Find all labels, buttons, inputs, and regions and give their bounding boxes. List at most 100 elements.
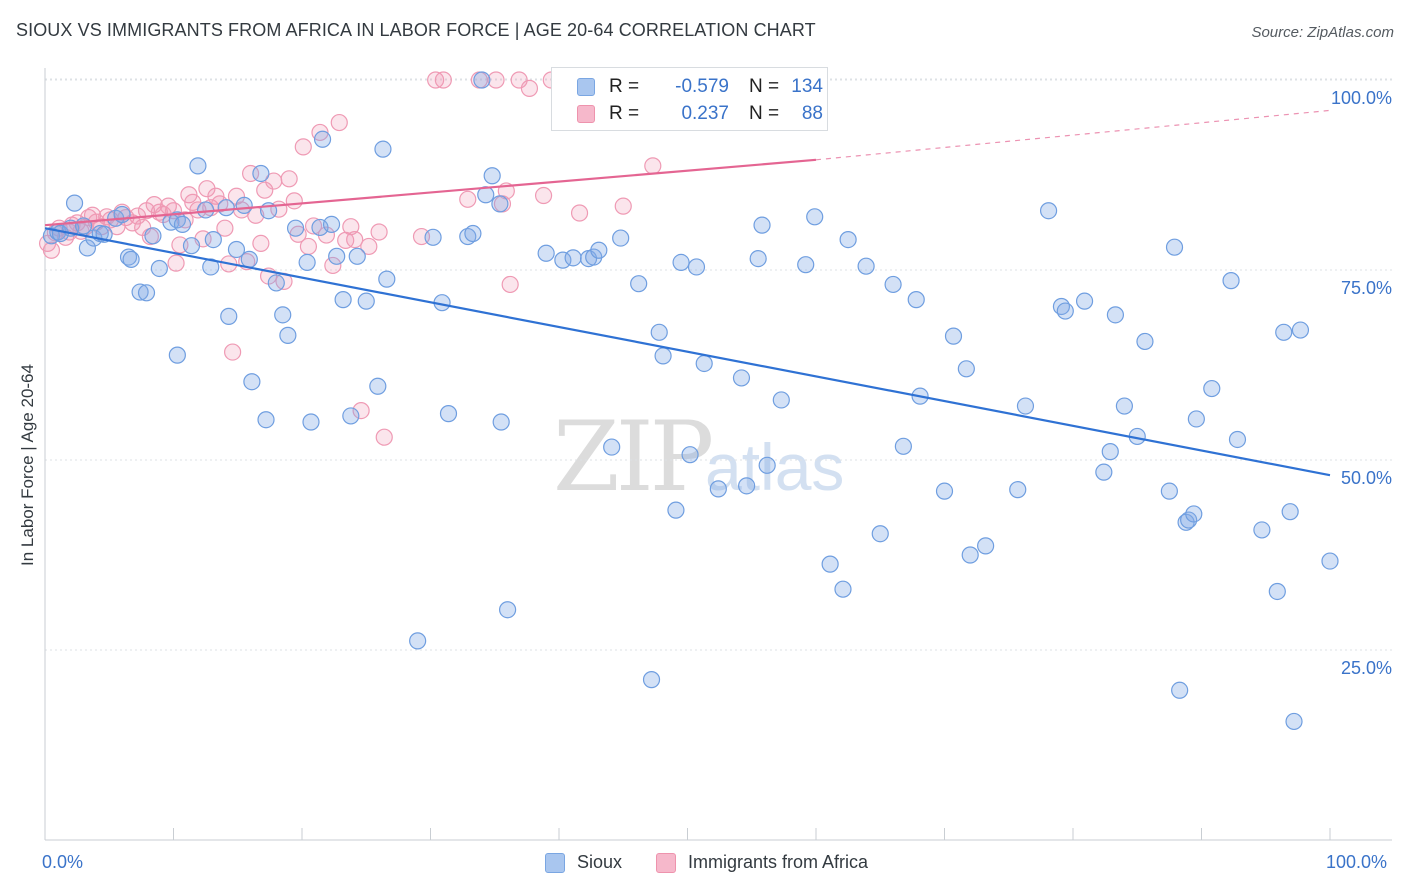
legend-item-sioux[interactable]: Sioux [545,852,622,873]
point-sioux [168,211,186,229]
stats-legend: R = -0.579 N = 134 R = 0.237 N = 88 [551,67,828,131]
sioux-swatch [577,78,595,96]
point-sioux [884,275,902,294]
point-sioux [894,437,912,455]
chart-title: SIOUX VS IMMIGRANTS FROM AFRICA IN LABOR… [16,20,816,40]
africa-swatch [577,105,595,123]
point-sioux [274,306,292,324]
point-africa [459,190,477,208]
point-sioux [168,346,186,364]
point-sioux [240,250,258,268]
point-sioux [217,199,235,217]
point-sioux [1203,379,1221,398]
point-sioux [1136,332,1154,351]
point-sioux [749,250,767,268]
point-sioux [197,201,215,219]
point-sioux [1075,292,1094,310]
point-sioux [464,224,482,243]
point-sioux [1160,482,1178,500]
point-sioux [357,292,375,310]
point-sioux [1115,397,1134,415]
point-sioux [78,239,97,257]
series-legend: Sioux Immigrants from Africa [0,852,1406,878]
legend-label-sioux: Sioux [577,852,623,872]
point-sioux [738,477,756,495]
point-africa [360,237,378,256]
point-sioux [1039,202,1058,220]
point-sioux [935,482,954,500]
point-sioux [642,671,661,689]
point-africa [352,402,370,420]
point-sioux [681,446,699,464]
point-sioux [334,291,352,309]
point-sioux [709,480,727,498]
sioux-n-value: 134 [791,76,823,97]
point-africa [370,223,388,241]
r-label: R = [609,103,640,124]
point-sioux [1253,521,1271,539]
point-sioux [1281,503,1299,521]
point-africa [42,241,61,259]
point-sioux [1106,306,1125,324]
point-sioux [439,405,458,423]
point-sioux [257,411,275,429]
point-sioux [907,291,925,309]
point-africa [487,71,505,89]
point-sioux [1171,681,1189,699]
point-sioux [298,253,316,271]
point-sioux [119,248,138,266]
y-tick-label-75: 75.0% [1341,278,1392,298]
point-sioux [342,407,360,425]
point-sioux [630,275,648,293]
point-africa [614,197,632,215]
point-sioux [753,216,771,234]
point-sioux [1222,272,1240,290]
point-sioux [267,274,285,292]
point-africa [299,237,318,256]
point-sioux [1165,238,1184,256]
point-sioux [944,327,963,345]
point-sioux [144,227,162,245]
point-africa [644,157,662,175]
point-sioux [1009,481,1027,499]
x-tick-max: 100.0% [1326,852,1388,872]
point-africa [520,79,539,97]
point-sioux [150,259,168,278]
point-sioux [797,256,815,274]
point-africa [434,71,452,89]
legend-label-africa: Immigrants from Africa [688,852,869,872]
r-label: R = [609,76,640,97]
point-sioux [1016,397,1035,415]
point-africa [534,186,553,205]
point-sioux [122,250,140,268]
point-sioux [302,413,320,431]
point-africa [375,428,393,446]
point-sioux [871,525,889,543]
point-sioux [732,369,751,387]
point-sioux [772,391,790,409]
n-label: N = [749,76,780,97]
point-sioux [1291,321,1310,339]
point-sioux [499,601,517,619]
point-sioux [204,231,222,249]
legend-item-africa[interactable]: Immigrants from Africa [656,852,868,873]
point-sioux [537,244,555,262]
point-sioux [322,215,341,233]
point-sioux [491,195,509,213]
point-sioux [1268,582,1286,601]
point-sioux [554,251,572,269]
point-africa [501,275,519,294]
point-sioux [424,228,442,246]
africa-n-value: 88 [801,103,823,124]
point-sioux [1275,323,1293,341]
point-africa [330,113,348,132]
point-africa [311,123,329,142]
trendline-africa-extension [815,109,1331,161]
point-sioux [806,208,824,226]
point-sioux [650,323,668,341]
point-sioux [1321,552,1339,570]
source-credit: Source: ZipAtlas.com [1251,24,1394,41]
point-africa [570,204,589,222]
point-sioux [1101,443,1119,461]
point-sioux [957,360,975,378]
